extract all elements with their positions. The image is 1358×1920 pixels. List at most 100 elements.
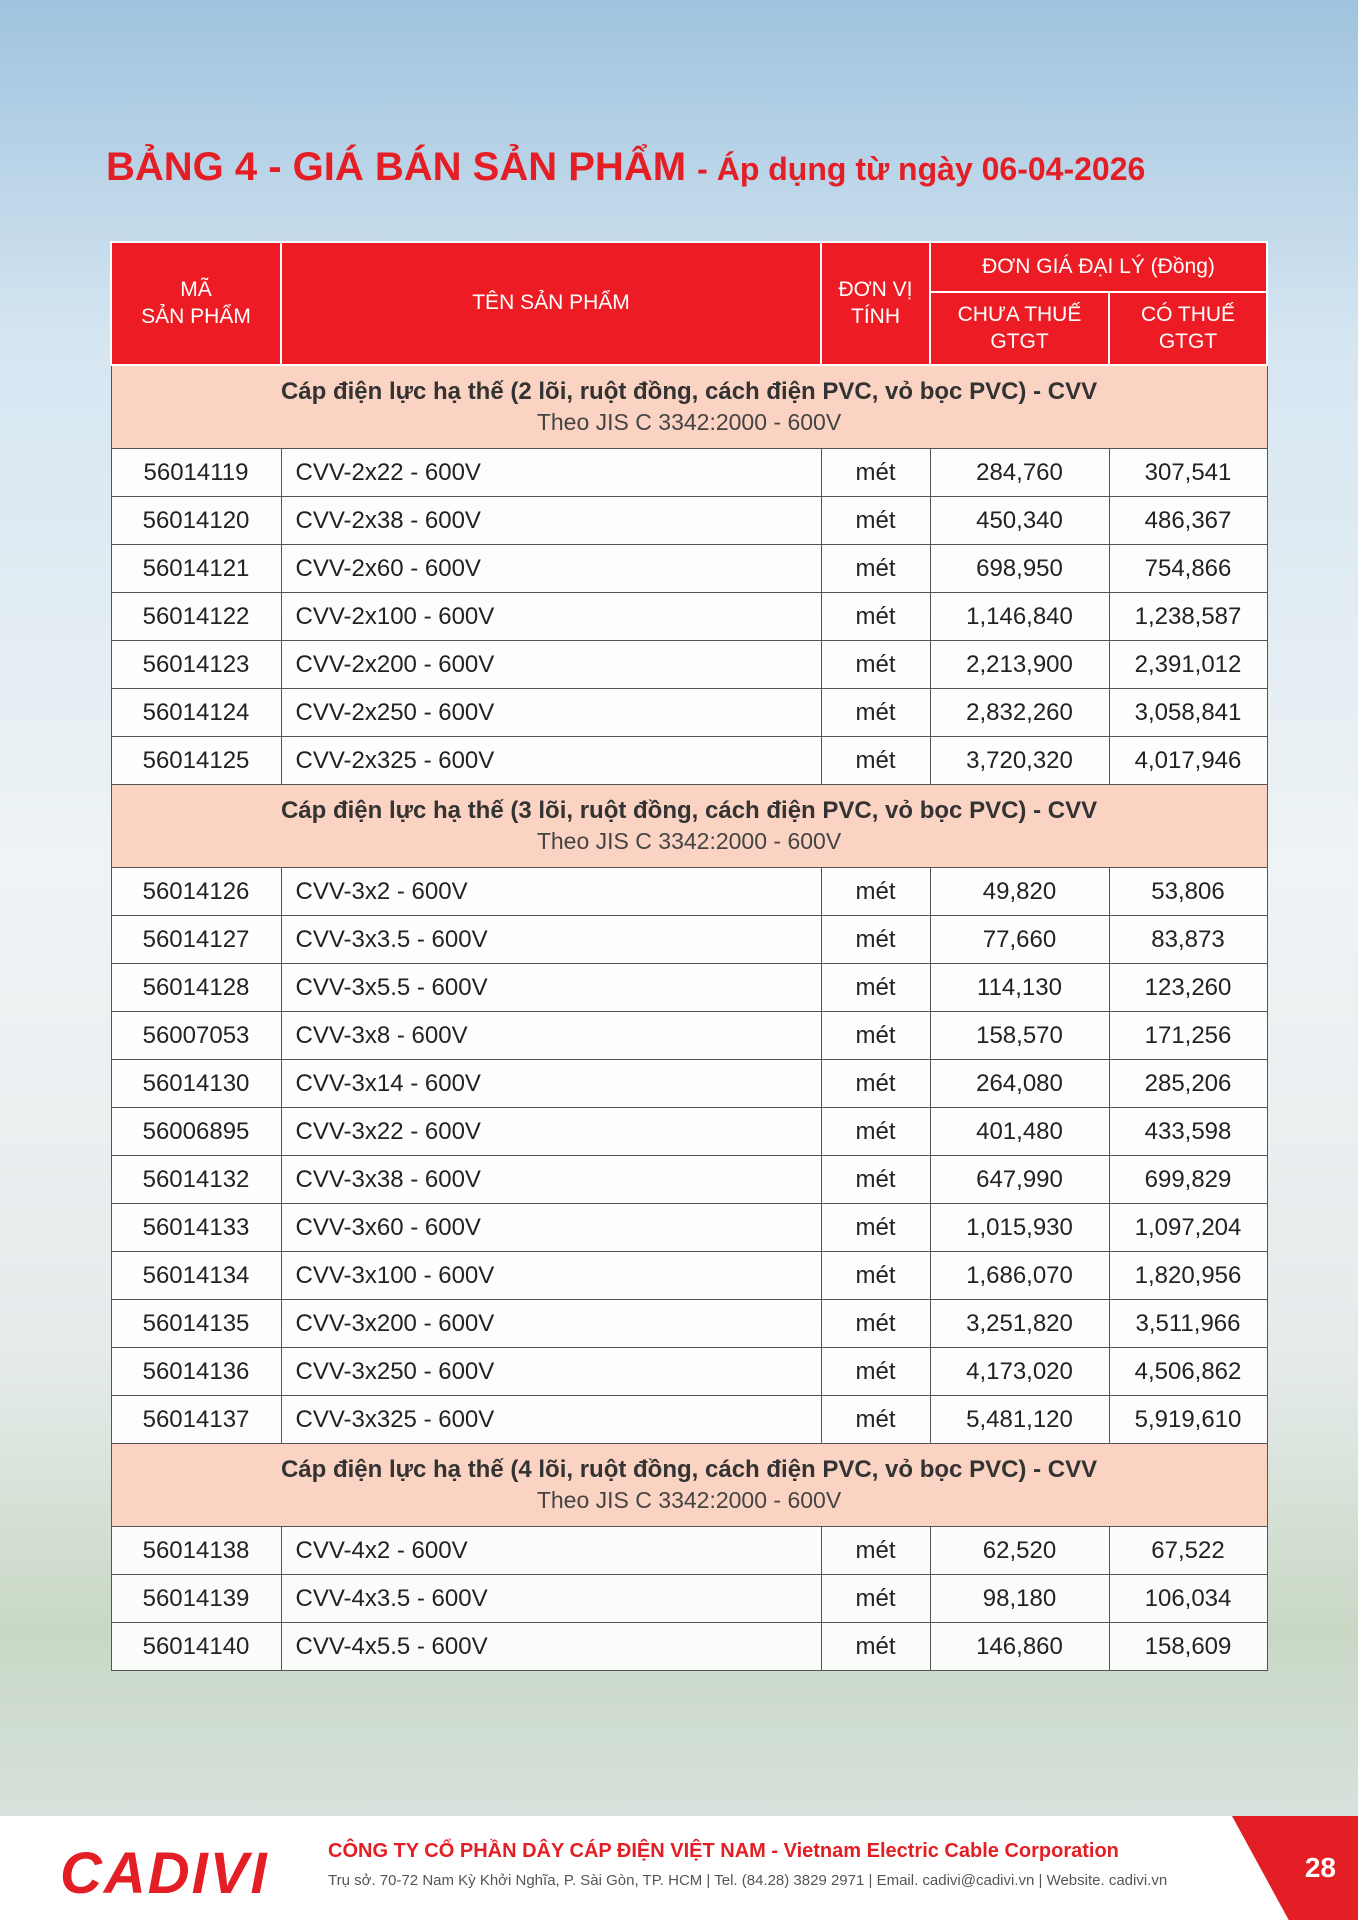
product-row: 56014130 CVV-3x14 - 600V mét 264,080 285,206 xyxy=(110,1059,1268,1108)
cell: 56014132 xyxy=(110,1155,282,1204)
cell: 284,760 xyxy=(929,448,1110,497)
cell: 114,130 xyxy=(929,963,1110,1012)
cell: CVV-3x8 - 600V xyxy=(280,1011,822,1060)
cell: 3,720,320 xyxy=(929,736,1110,785)
section-cell: Cáp điện lực hạ thế (2 lõi, ruột đồng, c… xyxy=(110,364,1268,449)
product-row: 56014120 CVV-2x38 - 600V mét 450,340 486,367 xyxy=(110,496,1268,545)
cell: CVV-4x5.5 - 600V xyxy=(280,1622,822,1671)
cell: 2,832,260 xyxy=(929,688,1110,737)
cell: 49,820 xyxy=(929,867,1110,916)
cell: CVV-3x60 - 600V xyxy=(280,1203,822,1252)
cell: mét xyxy=(820,1203,931,1252)
cell: 56014137 xyxy=(110,1395,282,1444)
cell: mét xyxy=(820,448,931,497)
cell: mét xyxy=(820,963,931,1012)
product-row: 56014127 CVV-3x3.5 - 600V mét 77,660 83,873 xyxy=(110,915,1268,964)
section-subtitle: Theo JIS C 3342:2000 - 600V xyxy=(536,1486,842,1513)
header-cell: ĐƠN VỊ TÍNH xyxy=(820,241,931,366)
cell: 285,206 xyxy=(1108,1059,1268,1108)
cell: CVV-4x3.5 - 600V xyxy=(280,1574,822,1623)
cell: 433,598 xyxy=(1108,1107,1268,1156)
cell: mét xyxy=(820,640,931,689)
cell: mét xyxy=(820,688,931,737)
cell: mét xyxy=(820,1011,931,1060)
cell: 698,950 xyxy=(929,544,1110,593)
table-head: MÃ SẢN PHẨM TÊN SẢN PHẨM ĐƠN VỊ TÍNH ĐƠN… xyxy=(110,241,1269,366)
cell: CVV-2x200 - 600V xyxy=(280,640,822,689)
cell: CVV-2x60 - 600V xyxy=(280,544,822,593)
cell: CVV-4x2 - 600V xyxy=(280,1526,822,1575)
cell: 56014134 xyxy=(110,1251,282,1300)
cell: 5,919,610 xyxy=(1108,1395,1268,1444)
title-date: - Áp dụng từ ngày 06-04-2026 xyxy=(697,151,1146,187)
cell: 56014138 xyxy=(110,1526,282,1575)
cell: mét xyxy=(820,1395,931,1444)
cell: 62,520 xyxy=(929,1526,1110,1575)
company-address: Trụ sở. 70-72 Nam Kỳ Khởi Nghĩa, P. Sài … xyxy=(328,1872,1168,1889)
cell: 401,480 xyxy=(929,1107,1110,1156)
section-title: Cáp điện lực hạ thế (3 lõi, ruột đồng, c… xyxy=(280,797,1098,825)
cell: CVV-3x22 - 600V xyxy=(280,1107,822,1156)
cell: 56014119 xyxy=(110,448,282,497)
cell: mét xyxy=(820,544,931,593)
cell: 56014121 xyxy=(110,544,282,593)
product-row: 56014136 CVV-3x250 - 600V mét 4,173,020 4,50… xyxy=(110,1347,1268,1396)
cell: 264,080 xyxy=(929,1059,1110,1108)
cell: CVV-3x250 - 600V xyxy=(280,1347,822,1396)
cell: 5,481,120 xyxy=(929,1395,1110,1444)
product-row: 56007053 CVV-3x8 - 600V mét 158,570 171,256 xyxy=(110,1011,1268,1060)
cell: mét xyxy=(820,736,931,785)
product-row: 56014124 CVV-2x250 - 600V mét 2,832,260 3,05… xyxy=(110,688,1268,737)
cell: 56014120 xyxy=(110,496,282,545)
product-row: 56014132 CVV-3x38 - 600V mét 647,990 699,829 xyxy=(110,1155,1268,1204)
product-row: 56014140 CVV-4x5.5 - 600V mét 146,860 158,60… xyxy=(110,1622,1268,1671)
cell: CVV-2x325 - 600V xyxy=(280,736,822,785)
cell: 647,990 xyxy=(929,1155,1110,1204)
section-subtitle: Theo JIS C 3342:2000 - 600V xyxy=(536,827,842,854)
product-row: 56014126 CVV-3x2 - 600V mét 49,820 53,806 xyxy=(110,867,1268,916)
section-cell: Cáp điện lực hạ thế (4 lõi, ruột đồng, c… xyxy=(110,1443,1268,1527)
header-cell: ĐƠN GIÁ ĐẠI LÝ (Đồng) xyxy=(928,241,1269,293)
product-row: 56014137 CVV-3x325 - 600V mét 5,481,120 5,91… xyxy=(110,1395,1268,1444)
header-row: CHƯA THUẾ GTGT CÓ THUẾ GTGT xyxy=(111,291,1269,366)
product-row: 56014119 CVV-2x22 - 600V mét 284,760 307,541 xyxy=(110,448,1268,497)
cell: 699,829 xyxy=(1108,1155,1268,1204)
cell: 3,251,820 xyxy=(929,1299,1110,1348)
cell: 1,820,956 xyxy=(1108,1251,1268,1300)
product-row: 56006895 CVV-3x22 - 600V mét 401,480 433,598 xyxy=(110,1107,1268,1156)
header-cell: TÊN SẢN PHẨM xyxy=(280,241,822,366)
header-cell: CHƯA THUẾ GTGT xyxy=(929,291,1110,366)
cell: 56014124 xyxy=(110,688,282,737)
cell: CVV-3x200 - 600V xyxy=(280,1299,822,1348)
cell: CVV-2x100 - 600V xyxy=(280,592,822,641)
cell: 83,873 xyxy=(1108,915,1268,964)
product-row: 56014135 CVV-3x200 - 600V mét 3,251,820 3,51… xyxy=(110,1299,1268,1348)
product-row: 56014133 CVV-3x60 - 600V mét 1,015,930 1,097… xyxy=(110,1203,1268,1252)
cell: 2,391,012 xyxy=(1108,640,1268,689)
product-row: 56014138 CVV-4x2 - 600V mét 62,520 67,522 xyxy=(110,1526,1268,1575)
cell: 56014122 xyxy=(110,592,282,641)
table-body: Cáp điện lực hạ thế (2 lõi, ruột đồng, c… xyxy=(110,364,1268,1671)
brand-logo: CADIVI xyxy=(60,1841,269,1906)
product-row: 56014122 CVV-2x100 - 600V mét 1,146,840 1,23… xyxy=(110,592,1268,641)
cell: mét xyxy=(820,1155,931,1204)
product-row: 56014121 CVV-2x60 - 600V mét 698,950 754,866 xyxy=(110,544,1268,593)
cell: 171,256 xyxy=(1108,1011,1268,1060)
cell: 98,180 xyxy=(929,1574,1110,1623)
cell: 56014135 xyxy=(110,1299,282,1348)
cell: 486,367 xyxy=(1108,496,1268,545)
cell: mét xyxy=(820,1574,931,1623)
cell: 56014139 xyxy=(110,1574,282,1623)
cell: 56014133 xyxy=(110,1203,282,1252)
cell: 4,506,862 xyxy=(1108,1347,1268,1396)
cell: 56014125 xyxy=(110,736,282,785)
section-title: Cáp điện lực hạ thế (4 lõi, ruột đồng, c… xyxy=(280,1456,1098,1484)
cell: 4,173,020 xyxy=(929,1347,1110,1396)
title: BẢNG 4 - GIÁ BÁN SẢN PHẨM - Áp dụng từ n… xyxy=(106,145,1145,190)
cell: CVV-3x2 - 600V xyxy=(280,867,822,916)
product-row: 56014123 CVV-2x200 - 600V mét 2,213,900 2,39… xyxy=(110,640,1268,689)
cell: 56007053 xyxy=(110,1011,282,1060)
cell: CVV-2x250 - 600V xyxy=(280,688,822,737)
cell: 56014140 xyxy=(110,1622,282,1671)
cell: 106,034 xyxy=(1108,1574,1268,1623)
